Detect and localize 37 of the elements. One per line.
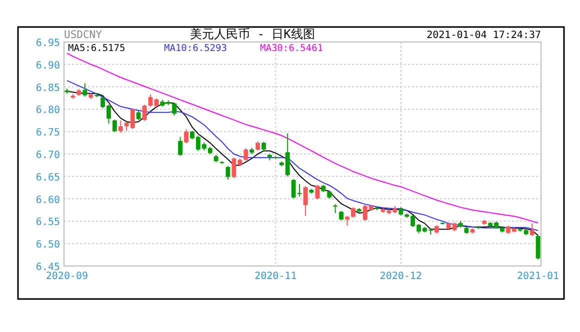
candlestick (536, 234, 540, 260)
y-tick-label: 6.80 (36, 105, 60, 116)
x-tick-label: 2020-12 (380, 271, 422, 282)
y-tick-label: 6.45 (36, 262, 60, 273)
candlestick (142, 104, 147, 122)
candlestick (226, 166, 230, 180)
candlestick (315, 184, 320, 200)
candlestick (244, 148, 248, 162)
x-tick-label: 2021-01 (516, 271, 560, 282)
y-tick-label: 6.95 (36, 38, 60, 49)
y-tick-label: 6.75 (36, 128, 60, 139)
text: MA5:6.5175 (68, 43, 126, 54)
candlestick (339, 210, 344, 221)
y-tick-label: 6.90 (36, 60, 60, 72)
chart-title: 美元人民币 - 日K线图 (190, 27, 315, 41)
x-tick-label: 2020-09 (46, 271, 88, 282)
line-series (66, 52, 539, 224)
text: MA30:6.5461 (260, 43, 324, 54)
x-tick-label: 2020-11 (254, 271, 297, 282)
candlestick (184, 128, 188, 144)
y-tick-label: 6.85 (36, 82, 60, 94)
chart-subtitle: USDCNY (64, 29, 103, 41)
y-tick-label: 6.50 (36, 240, 60, 251)
candlestick (178, 136, 182, 156)
candlestick (350, 206, 356, 218)
candlestick (82, 82, 88, 98)
text: MA10:6.5293 (164, 43, 227, 54)
candlestick (112, 119, 117, 133)
y-tick-label: 6.60 (36, 194, 60, 206)
candlestick (345, 215, 350, 226)
y-tick-label: 6.55 (36, 217, 60, 228)
candlestick (118, 120, 123, 133)
candlestick (303, 186, 308, 216)
candlestick (530, 222, 534, 236)
y-tick-label: 6.65 (36, 172, 60, 184)
y-tick-label: 6.70 (36, 150, 60, 161)
text: 2021-01-04 17:24:37 (426, 30, 541, 41)
